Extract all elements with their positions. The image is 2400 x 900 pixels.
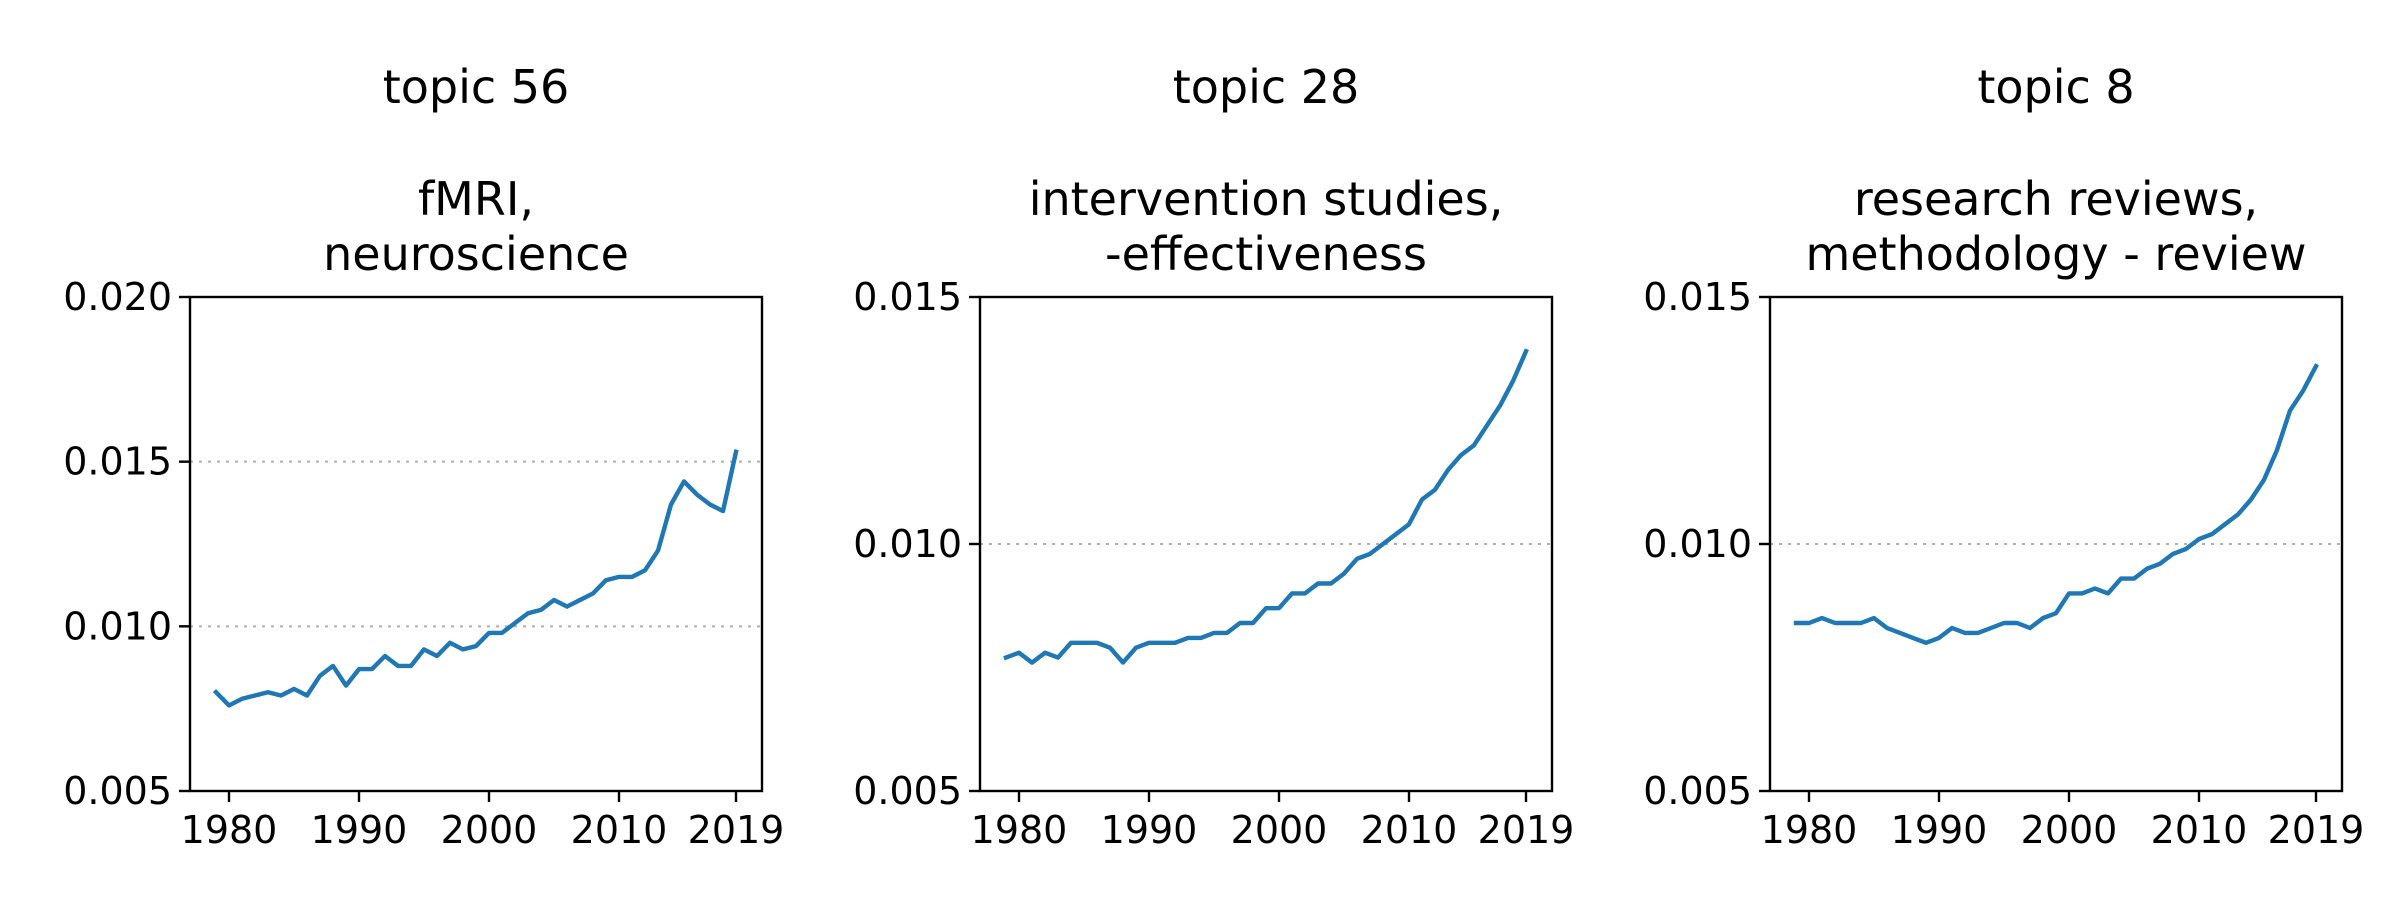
y-tick-label: 0.010: [853, 522, 962, 566]
x-tick-label: 2010: [1361, 808, 1458, 852]
x-tick-label: 2010: [571, 808, 668, 852]
chart-title-line: topic 8: [1977, 60, 2134, 114]
chart-title-line: methodology - review: [1805, 227, 2306, 281]
chart-title-line: fMRI,: [418, 172, 534, 226]
x-tick-label: 2010: [2151, 808, 2248, 852]
x-tick-label: 2000: [441, 808, 538, 852]
x-tick-label: 1980: [1761, 808, 1858, 852]
series-line: [1003, 348, 1529, 665]
x-tick-label: 2000: [1231, 808, 1328, 852]
x-tick-label: 1990: [1891, 808, 1988, 852]
y-tick-label: 0.005: [63, 769, 172, 813]
y-tick-label: 0.015: [1643, 275, 1752, 319]
chart-title-line: topic 56: [383, 60, 570, 114]
y-tick-label: 0.015: [63, 440, 172, 484]
x-tick-label: 1980: [181, 808, 278, 852]
y-tick-label: 0.005: [1643, 769, 1752, 813]
chart-panel-2: topic 28 intervention studies,-effectiven…: [853, 60, 1574, 852]
y-tick-label: 0.010: [63, 604, 172, 648]
y-tick-label: 0.005: [853, 769, 962, 813]
chart-title-line: neuroscience: [323, 227, 629, 281]
x-tick-label: 2019: [1478, 808, 1575, 852]
y-tick-label: 0.015: [853, 275, 962, 319]
chart-title-line: -effectiveness: [1105, 227, 1427, 281]
series-line: [1793, 363, 2319, 645]
x-tick-label: 1980: [971, 808, 1068, 852]
chart-panels: topic 56 fMRI,neuroscience 0.005 0.010 0.015…: [63, 60, 2364, 852]
x-tick-label: 2019: [688, 808, 785, 852]
chart-title-line: research reviews,: [1854, 172, 2258, 226]
x-tick-label: 1990: [1101, 808, 1198, 852]
chart-panel-3: topic 8 research reviews,methodology - re…: [1643, 60, 2364, 852]
x-tick-label: 2000: [2021, 808, 2118, 852]
series-line: [212, 449, 739, 708]
chart-title-line: intervention studies,: [1029, 172, 1504, 226]
y-tick-label: 0.020: [63, 275, 172, 319]
y-tick-label: 0.010: [1643, 522, 1752, 566]
chart-panel-1: topic 56 fMRI,neuroscience 0.005 0.010 0.015…: [63, 60, 784, 852]
x-tick-label: 2019: [2268, 808, 2365, 852]
x-tick-label: 1990: [311, 808, 408, 852]
chart-title-line: topic 28: [1173, 60, 1360, 114]
axes-frame: [188, 295, 764, 793]
